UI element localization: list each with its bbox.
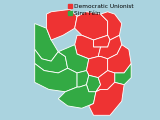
Legend: Democratic Unionist, Sinn Féin: Democratic Unionist, Sinn Féin — [68, 3, 134, 16]
Polygon shape — [101, 12, 122, 40]
Polygon shape — [108, 45, 131, 73]
Polygon shape — [77, 71, 89, 87]
Polygon shape — [35, 24, 58, 61]
Polygon shape — [86, 57, 108, 78]
Polygon shape — [86, 75, 101, 92]
Polygon shape — [115, 63, 131, 85]
Polygon shape — [98, 35, 122, 59]
Polygon shape — [35, 49, 68, 73]
Polygon shape — [58, 45, 89, 73]
Polygon shape — [89, 82, 124, 115]
Polygon shape — [58, 85, 96, 108]
Polygon shape — [35, 63, 77, 92]
Polygon shape — [96, 71, 115, 92]
Polygon shape — [46, 9, 77, 40]
Polygon shape — [75, 12, 108, 40]
Polygon shape — [94, 35, 110, 47]
Polygon shape — [75, 35, 101, 59]
